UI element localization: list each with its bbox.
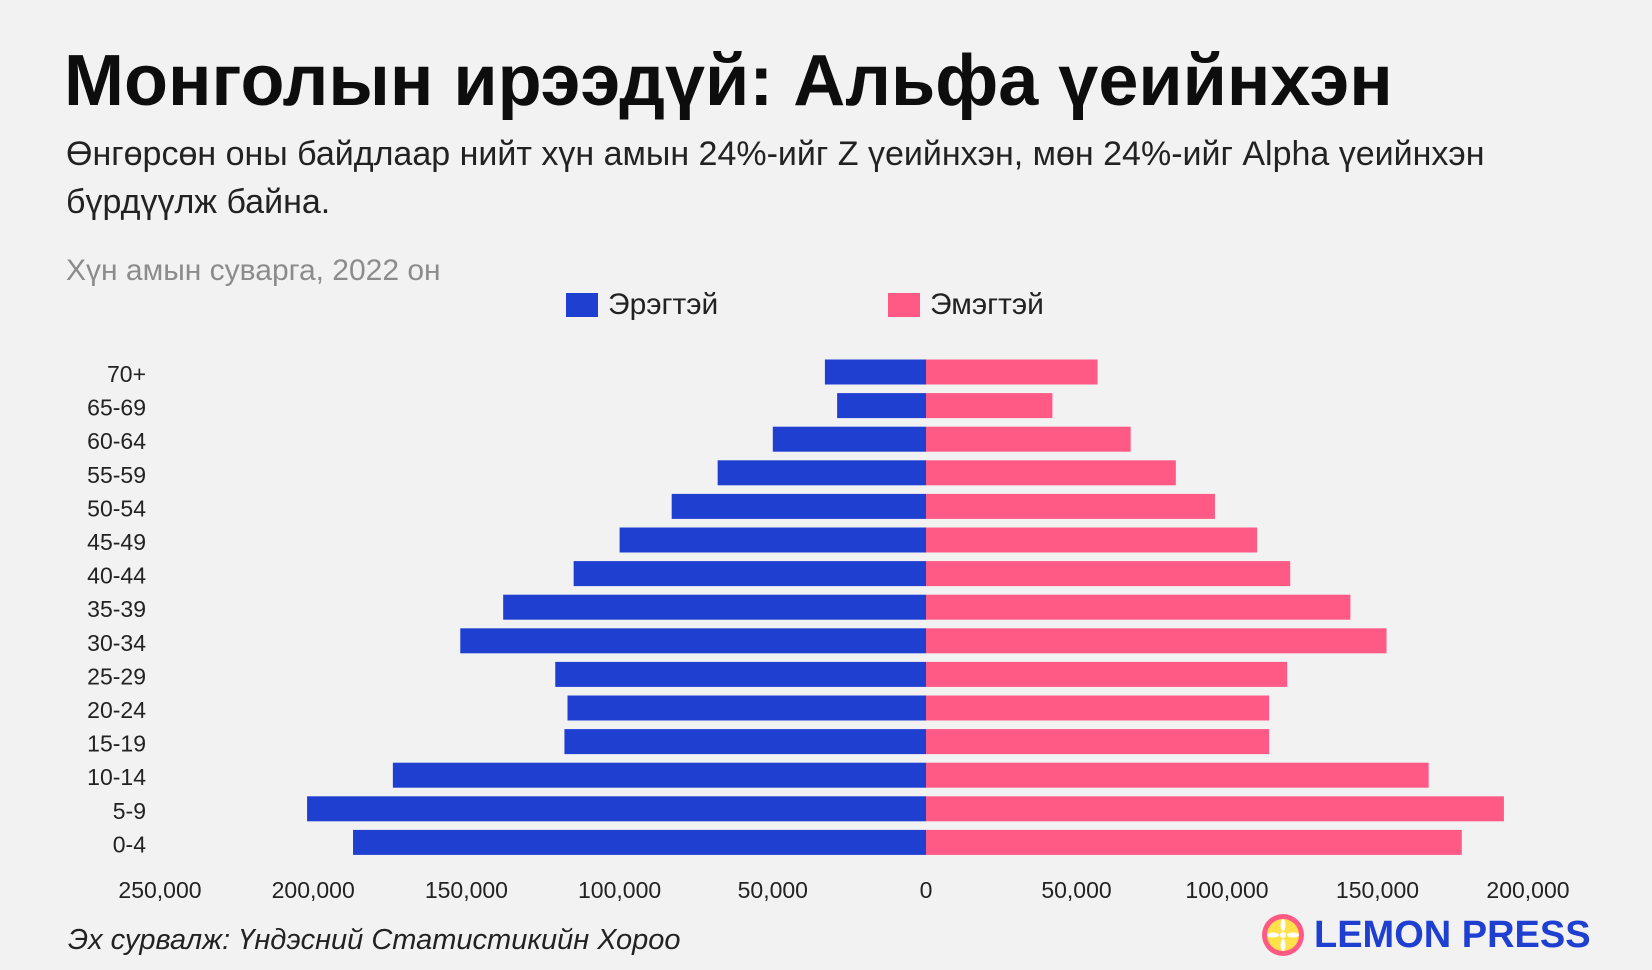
bar-female-30-34 [926,628,1387,654]
lemon-slice-icon [1262,914,1304,956]
legend-item-female: Эмэгтэй [888,288,1044,322]
legend-label-male: Эрэгтэй [608,288,719,321]
category-label-60-64: 60-64 [87,428,146,454]
bar-male-20-24 [567,695,926,721]
population-pyramid-chart: 70+ 65-69 60-64 55-59 50-54 45-49 40-44 35-39 30… [87,359,1570,903]
bar-female-70plus [926,359,1098,385]
x-tick-left-2: 150,000 [425,877,508,903]
legend-swatch-male [566,293,598,317]
legend-swatch-female [888,293,920,317]
category-label-20-24: 20-24 [87,697,146,723]
x-tick-right-3: 200,000 [1486,877,1569,903]
x-tick-left-0: 250,000 [118,877,201,903]
bar-female-55-59 [926,460,1176,486]
category-label-15-19: 15-19 [87,731,146,757]
bar-female-45-49 [926,527,1258,553]
bar-female-20-24 [926,695,1270,721]
page-title: Монголын ирээдүй: Альфа үеийнхэн [64,41,1393,121]
bar-male-70plus [824,359,926,385]
bar-male-25-29 [555,661,926,687]
bar-female-50-54 [926,493,1215,519]
bar-female-0-4 [926,829,1462,855]
category-label-0-4: 0-4 [113,831,146,857]
chart-caption: Хүн амын суварга, 2022 он [66,254,441,287]
bar-male-65-69 [837,393,926,419]
category-label-5-9: 5-9 [113,798,146,824]
bar-male-50-54 [671,493,926,519]
x-tick-right-1: 100,000 [1185,877,1268,903]
category-label-30-34: 30-34 [87,630,146,656]
bar-female-10-14 [926,762,1429,788]
category-label-10-14: 10-14 [87,764,146,790]
bar-female-35-39 [926,594,1351,620]
bar-female-25-29 [926,661,1288,687]
category-label-35-39: 35-39 [87,596,146,622]
legend-label-female: Эмэгтэй [930,288,1044,321]
x-tick-zero: 0 [920,877,933,903]
bar-male-5-9 [307,796,926,822]
chart-legend: Эрэгтэй Эмэгтэй [0,288,1652,328]
x-tick-right-0: 50,000 [1041,877,1111,903]
brand-name: LEMON PRESS [1314,913,1591,956]
bar-male-40-44 [573,561,926,587]
bar-male-30-34 [460,628,926,654]
brand-logo: LEMON PRESS [1260,912,1591,958]
category-label-65-69: 65-69 [87,395,146,421]
bar-male-55-59 [717,460,926,486]
bar-female-65-69 [926,393,1053,419]
bar-male-10-14 [392,762,926,788]
bar-male-60-64 [772,426,926,452]
x-tick-left-1: 200,000 [272,877,355,903]
category-label-45-49: 45-49 [87,529,146,555]
bar-female-60-64 [926,426,1131,452]
bar-male-0-4 [353,829,927,855]
legend-item-male: Эрэгтэй [566,288,718,322]
bar-female-5-9 [926,796,1504,822]
category-label-55-59: 55-59 [87,462,146,488]
source-note: Эх сурвалж: Үндэсний Статистикийн Хороо [68,924,681,956]
bar-male-15-19 [564,729,926,755]
bar-female-40-44 [926,561,1291,587]
page-subtitle: Өнгөрсөн оны байдлаар нийт хүн амын 24%-… [66,135,1485,221]
category-label-70plus: 70+ [107,361,146,387]
category-label-40-44: 40-44 [87,563,146,589]
bar-male-45-49 [619,527,926,553]
category-label-50-54: 50-54 [87,495,146,521]
bar-female-15-19 [926,729,1270,755]
bar-male-35-39 [503,594,926,620]
category-label-25-29: 25-29 [87,663,146,689]
x-tick-right-2: 150,000 [1336,877,1419,903]
x-tick-left-4: 50,000 [738,877,808,903]
x-tick-left-3: 100,000 [578,877,661,903]
